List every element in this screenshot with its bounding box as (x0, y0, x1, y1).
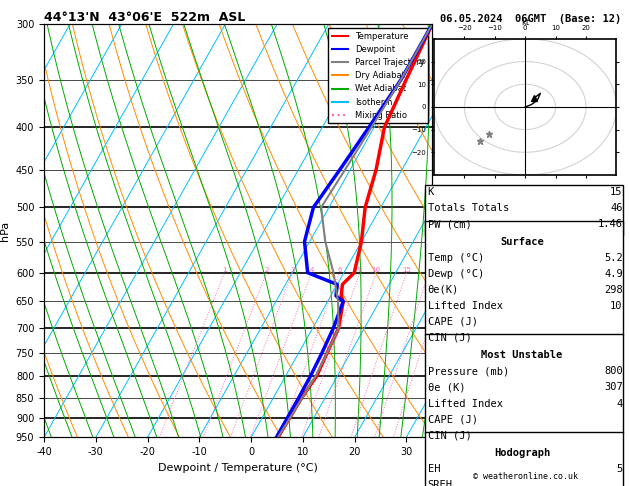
Text: 6: 6 (337, 267, 342, 273)
Text: 8: 8 (357, 267, 362, 273)
Text: 307: 307 (604, 382, 623, 393)
Text: 1.46: 1.46 (598, 219, 623, 229)
Text: Hodograph: Hodograph (494, 448, 550, 458)
Y-axis label: hPa: hPa (0, 221, 10, 241)
Text: 1: 1 (222, 267, 227, 273)
Text: 5.2: 5.2 (604, 253, 623, 263)
Legend: Temperature, Dewpoint, Parcel Trajectory, Dry Adiabat, Wet Adiabat, Isotherm, Mi: Temperature, Dewpoint, Parcel Trajectory… (328, 29, 428, 123)
Text: 4: 4 (309, 267, 314, 273)
Text: 44°13'N  43°06'E  522m  ASL: 44°13'N 43°06'E 522m ASL (44, 11, 245, 24)
Text: CIN (J): CIN (J) (428, 333, 472, 343)
Text: θe (K): θe (K) (428, 382, 465, 393)
Text: Most Unstable: Most Unstable (481, 350, 563, 361)
Text: SREH: SREH (428, 480, 453, 486)
Text: 2: 2 (264, 267, 269, 273)
Text: PW (cm): PW (cm) (428, 219, 472, 229)
Text: LCL: LCL (436, 423, 454, 434)
X-axis label: kt: kt (521, 18, 529, 27)
Text: 15: 15 (402, 267, 411, 273)
Text: Surface: Surface (500, 237, 544, 247)
Text: 4: 4 (616, 399, 623, 409)
Text: 5: 5 (616, 464, 623, 474)
Text: Dewp (°C): Dewp (°C) (428, 269, 484, 279)
Text: Lifted Index: Lifted Index (428, 301, 503, 311)
Text: 298: 298 (604, 285, 623, 295)
Text: Mixing Ratio (g/kg): Mixing Ratio (g/kg) (479, 191, 487, 271)
X-axis label: Dewpoint / Temperature (°C): Dewpoint / Temperature (°C) (158, 463, 318, 473)
Text: Totals Totals: Totals Totals (428, 203, 509, 213)
Text: 10: 10 (610, 301, 623, 311)
Text: Temp (°C): Temp (°C) (428, 253, 484, 263)
Text: K: K (428, 187, 434, 197)
Text: Pressure (mb): Pressure (mb) (428, 366, 509, 377)
Text: CAPE (J): CAPE (J) (428, 415, 477, 425)
Text: CIN (J): CIN (J) (428, 431, 472, 441)
Text: 4.9: 4.9 (604, 269, 623, 279)
Y-axis label: km
ASL: km ASL (460, 231, 478, 252)
Title: 06.05.2024  06GMT  (Base: 12): 06.05.2024 06GMT (Base: 12) (440, 14, 621, 23)
Text: 15: 15 (610, 187, 623, 197)
Text: CAPE (J): CAPE (J) (428, 317, 477, 327)
Text: © weatheronline.co.uk: © weatheronline.co.uk (473, 472, 577, 481)
Text: θe(K): θe(K) (428, 285, 459, 295)
Text: 800: 800 (604, 366, 623, 377)
Text: 10: 10 (372, 267, 381, 273)
Text: 46: 46 (610, 203, 623, 213)
Text: 3: 3 (290, 267, 294, 273)
Text: 20: 20 (425, 267, 433, 273)
Text: EH: EH (428, 464, 440, 474)
Text: Lifted Index: Lifted Index (428, 399, 503, 409)
